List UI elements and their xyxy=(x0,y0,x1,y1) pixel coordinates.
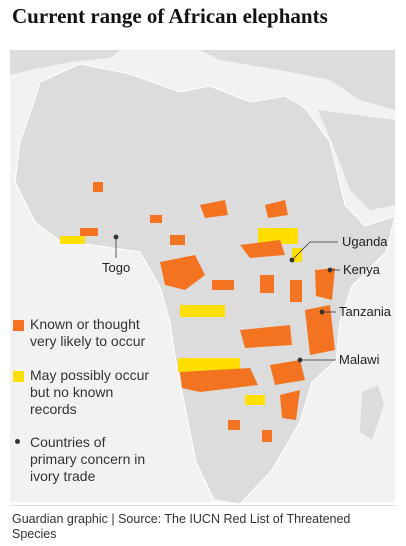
country-label: Kenya xyxy=(343,262,381,277)
range-patch xyxy=(305,305,335,355)
range-patch xyxy=(180,368,258,392)
range-patch xyxy=(262,430,272,442)
range-patch xyxy=(150,215,162,223)
marker xyxy=(289,257,295,263)
marker xyxy=(113,234,119,240)
country-label: Malawi xyxy=(339,352,380,367)
range-patch xyxy=(315,268,335,300)
europe-asia xyxy=(200,50,395,110)
range-patch xyxy=(93,182,103,192)
title: Current range of African elephants xyxy=(12,4,328,28)
marker xyxy=(297,357,303,363)
possible-range xyxy=(60,228,302,405)
range-patch xyxy=(212,280,234,290)
leader xyxy=(293,241,338,259)
range-patch xyxy=(200,200,228,218)
country-label: Tanzania xyxy=(339,304,392,319)
marker xyxy=(319,309,325,315)
legend-label: May possibly occur but no known records xyxy=(30,367,150,417)
range-patch xyxy=(258,228,298,244)
legend-swatch xyxy=(13,320,24,331)
marker xyxy=(327,267,333,273)
markers xyxy=(113,234,340,363)
arabia xyxy=(318,110,395,210)
europe xyxy=(10,50,120,75)
range-patch xyxy=(290,280,302,302)
range-patch xyxy=(178,358,240,372)
map: Togo Uganda Kenya Tanzania Malawi xyxy=(10,50,396,505)
range-patch xyxy=(280,390,300,420)
known-range xyxy=(80,182,335,442)
legend-label: Countries of primary concern in ivory tr… xyxy=(30,434,146,484)
country-label: Uganda xyxy=(342,234,388,249)
country-label: Togo xyxy=(102,260,130,275)
legend-label: Known or thought very likely to occur xyxy=(30,316,146,349)
range-patch xyxy=(228,420,240,430)
range-patch xyxy=(170,235,185,245)
source: Guardian graphic | Source: The IUCN Red … xyxy=(12,512,351,541)
range-patch xyxy=(60,236,85,244)
divider xyxy=(10,505,396,506)
range-patch xyxy=(265,200,288,218)
range-patch xyxy=(245,395,265,405)
range-patch xyxy=(80,228,98,236)
range-patch xyxy=(180,305,225,317)
range-patch xyxy=(260,275,274,293)
range-patch xyxy=(240,325,292,348)
range-patch xyxy=(240,240,285,258)
legend-swatch xyxy=(13,371,24,382)
range-patch xyxy=(270,360,305,385)
madagascar xyxy=(360,385,384,440)
range-patch xyxy=(160,255,205,290)
legend-swatch xyxy=(15,439,20,444)
